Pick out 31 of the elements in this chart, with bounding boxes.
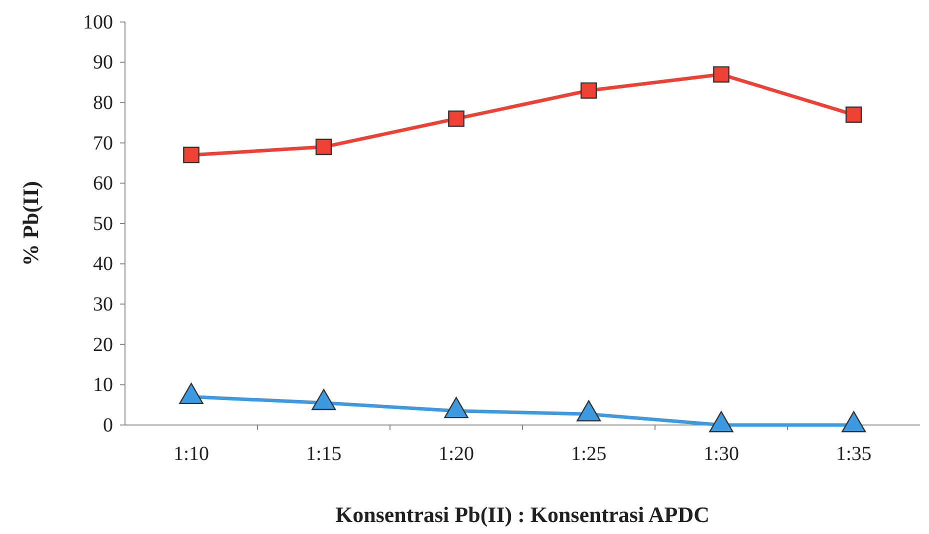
point (179, 382, 204, 404)
y-tick-label: 10 (93, 374, 113, 396)
y-tick-label: 0 (103, 414, 113, 436)
x-tick-label: 1:35 (836, 443, 872, 465)
point (312, 388, 336, 410)
point (580, 82, 597, 99)
x-tick-label: 1:30 (703, 443, 740, 465)
y-tick-label: 40 (93, 253, 113, 276)
point (846, 106, 862, 123)
point (448, 110, 464, 127)
point (576, 400, 601, 422)
point (444, 396, 468, 418)
y-tick-label: 100 (83, 11, 113, 34)
y-tick-label: 20 (93, 334, 113, 356)
point (183, 146, 200, 164)
x-tick-label: 1:25 (570, 443, 607, 465)
y-tick-label: 60 (93, 172, 113, 195)
x-axis-title: Konsentrasi Pb(II) : Konsentrasi APDC (335, 502, 710, 527)
y-tick-label: 90 (93, 52, 113, 74)
y-tick-label: 80 (93, 92, 113, 114)
y-tick-label: 30 (93, 294, 113, 316)
y-tick-label: 70 (93, 132, 113, 154)
point (316, 138, 332, 156)
point (709, 411, 734, 432)
x-tick-label: 1:20 (438, 443, 474, 465)
x-tick-label: 1:10 (173, 443, 210, 465)
x-tick-label: 1:15 (306, 443, 342, 465)
y-axis-title: % Pb(II) (18, 181, 43, 266)
y-tick-label: 50 (93, 212, 113, 235)
point (842, 411, 866, 432)
point (713, 66, 730, 83)
